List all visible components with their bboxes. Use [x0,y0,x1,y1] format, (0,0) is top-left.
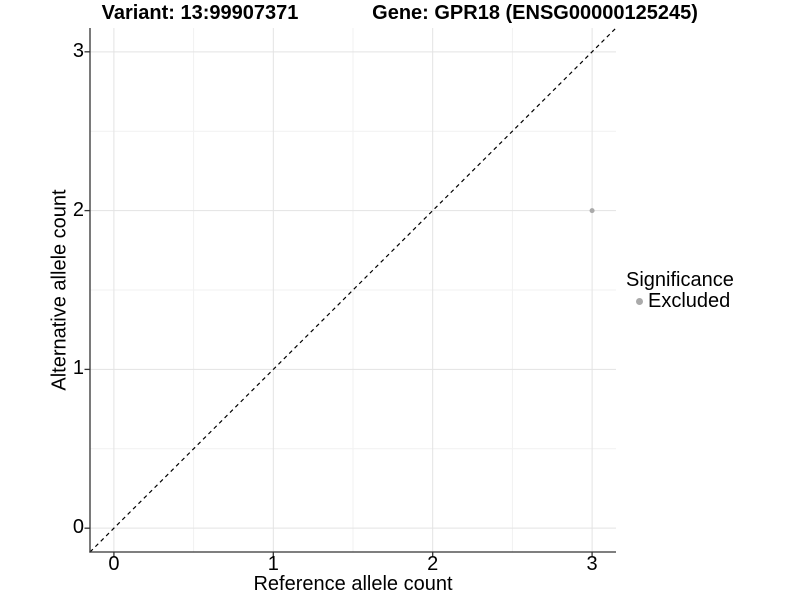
y-tick-label: 1 [72,357,84,380]
identity-reference-line [89,27,617,553]
y-tick-label: 3 [72,39,84,62]
x-tick-label: 1 [267,553,279,575]
x-axis-title: Reference allele count [253,573,453,595]
legend-item-label: Excluded [648,290,731,312]
x-tick-label: 3 [586,553,598,575]
variant-title: Variant: 13:99907371 [101,2,299,24]
x-tick-label: 2 [427,553,439,575]
x-tick-label: 0 [108,553,120,575]
data-point-excluded [589,208,595,214]
legend: Significance Excluded [626,269,734,312]
y-axis-title: Alternative allele count [48,189,71,391]
excluded-dot-icon [636,297,643,305]
gene-title: Gene: GPR18 (ENSG00000125245) [372,2,698,24]
legend-title: Significance [626,269,734,291]
legend-item-excluded: Excluded [626,290,734,312]
y-tick-label: 0 [72,516,84,539]
y-tick-label: 2 [72,198,84,221]
